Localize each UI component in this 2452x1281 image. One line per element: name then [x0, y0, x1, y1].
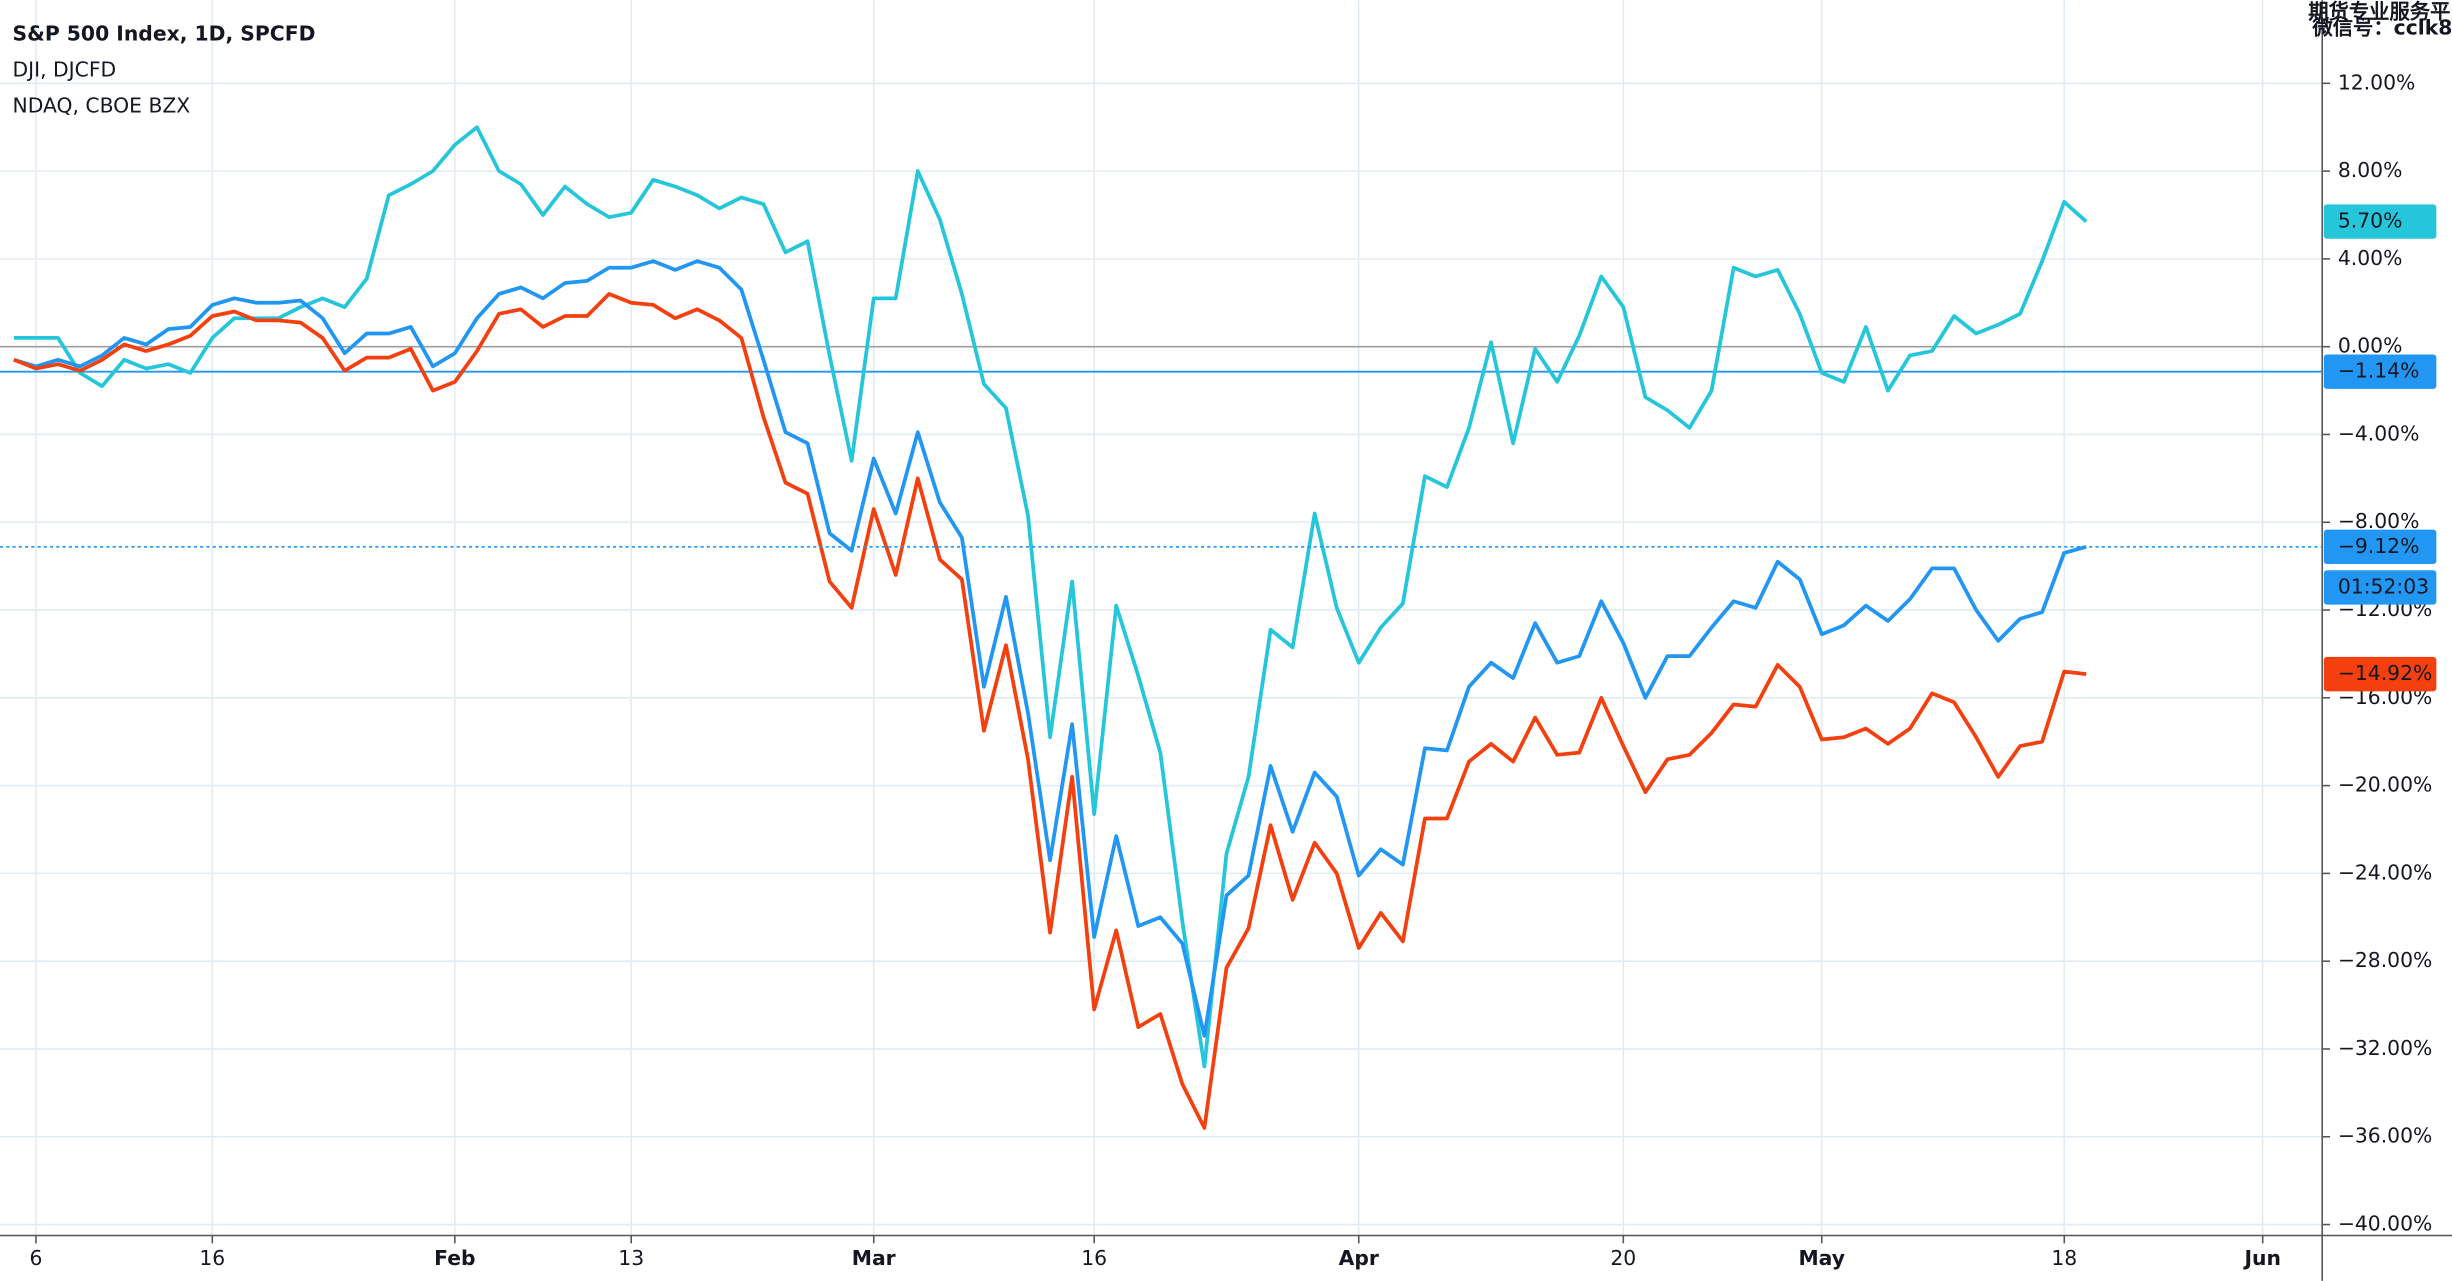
watermark: 微信号：cclk88	[2311, 15, 2452, 39]
countdown-box	[2323, 570, 2437, 605]
y-tick-label: 4.00%	[2338, 246, 2403, 270]
x-tick-label: Mar	[852, 1246, 896, 1270]
x-tick-label: 16	[1081, 1246, 1107, 1270]
countdown: 01:52:03	[2338, 574, 2429, 598]
x-tick-label: Jun	[2242, 1246, 2280, 1270]
y-tick-label: −32.00%	[2338, 1036, 2432, 1060]
x-tick-label: May	[1798, 1246, 1845, 1270]
x-tick-label: 16	[199, 1246, 225, 1270]
price-line-label-box	[2323, 354, 2437, 389]
last-value-label: −9.12%	[2338, 534, 2420, 558]
last-value-label-box	[2323, 204, 2437, 239]
y-tick-label: −20.00%	[2338, 773, 2432, 797]
y-tick-label: −4.00%	[2338, 421, 2420, 445]
series-line	[13, 292, 2087, 1130]
x-tick-label: Apr	[1339, 1246, 1379, 1270]
last-value-label-box	[2323, 656, 2437, 692]
y-tick-label: −36.00%	[2338, 1124, 2432, 1148]
x-tick-label: 13	[618, 1246, 644, 1270]
y-tick-label: 8.00%	[2338, 158, 2403, 182]
y-tick-label: −28.00%	[2338, 948, 2432, 972]
series-line	[13, 259, 2087, 1038]
last-value-label: 5.70%	[2338, 209, 2403, 233]
y-tick-label: −24.00%	[2338, 860, 2432, 884]
y-tick-label: −40.00%	[2338, 1212, 2432, 1236]
last-value-label: −14.92%	[2338, 661, 2432, 685]
legend-entry: NDAQ, CBOE BZX	[13, 93, 191, 117]
x-tick-label: Feb	[434, 1246, 475, 1270]
watermark: 期货专业服务平台	[2308, 0, 2452, 24]
y-tick-label: −8.00%	[2338, 509, 2420, 533]
legend-entry: DJI, DJCFD	[13, 58, 117, 82]
y-tick-label: 0.00%	[2338, 334, 2403, 358]
y-tick-label: 12.00%	[2338, 70, 2415, 94]
series-line	[13, 125, 2088, 1069]
x-tick-label: 6	[29, 1246, 42, 1270]
last-value-label-box	[2323, 529, 2437, 565]
price-line-label: −1.14%	[2338, 359, 2420, 383]
x-tick-label: 18	[2051, 1246, 2077, 1270]
legend-entry: S&P 500 Index, 1D, SPCFD	[13, 22, 316, 46]
x-tick-label: 20	[1610, 1246, 1636, 1270]
